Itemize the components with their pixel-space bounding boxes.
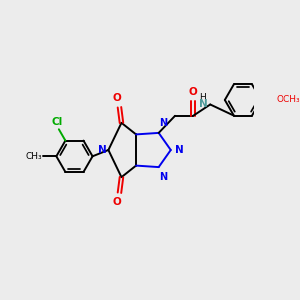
Text: H: H xyxy=(199,93,206,102)
Text: N: N xyxy=(175,145,184,155)
Text: O: O xyxy=(112,196,121,206)
Text: O: O xyxy=(112,94,121,103)
Text: OCH₃: OCH₃ xyxy=(276,95,300,104)
Text: N: N xyxy=(159,118,167,128)
Text: CH₃: CH₃ xyxy=(26,152,42,161)
Text: N: N xyxy=(98,145,106,155)
Text: N: N xyxy=(159,172,167,182)
Text: O: O xyxy=(189,87,197,98)
Text: Cl: Cl xyxy=(52,117,63,127)
Text: N: N xyxy=(200,100,208,110)
